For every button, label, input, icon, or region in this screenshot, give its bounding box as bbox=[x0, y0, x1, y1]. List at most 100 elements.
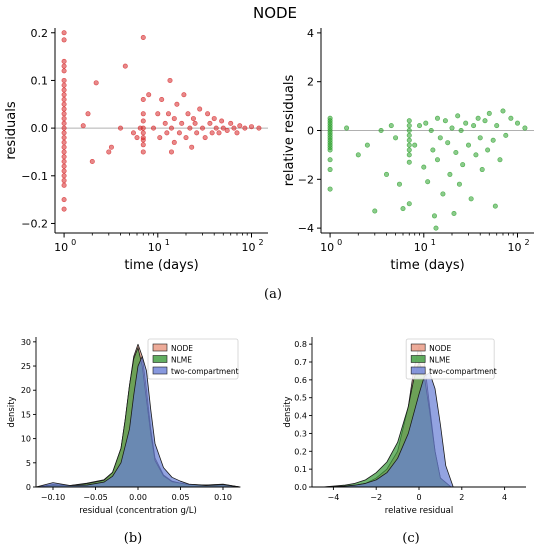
chart-relative-residual-density: 0.0 0.1 0.2 0.3 0.4 0.5 0.6 0.7 0.8 −4 −2 0 2 4 relati… bbox=[283, 337, 526, 516]
data-point bbox=[61, 120, 67, 126]
legend-label: NODE bbox=[429, 344, 451, 353]
data-point bbox=[396, 181, 402, 187]
data-point bbox=[224, 128, 230, 134]
data-point bbox=[130, 130, 136, 136]
data-point bbox=[108, 144, 114, 150]
data-point bbox=[430, 147, 436, 153]
legend-swatch bbox=[152, 343, 168, 352]
data-point bbox=[378, 128, 384, 134]
data-point bbox=[406, 147, 412, 153]
legend-box bbox=[405, 338, 495, 380]
data-point bbox=[151, 125, 157, 131]
data-point bbox=[242, 125, 248, 131]
y-tick-label: 0.0 bbox=[294, 483, 307, 492]
data-point bbox=[219, 118, 225, 124]
data-point bbox=[181, 92, 187, 98]
data-point bbox=[364, 142, 370, 148]
x-tick-label: 10 bbox=[241, 241, 255, 254]
data-point bbox=[500, 108, 506, 114]
y-tick-label: 0.2 bbox=[294, 447, 307, 456]
data-point bbox=[490, 137, 496, 143]
data-point bbox=[416, 123, 422, 129]
data-point bbox=[473, 152, 479, 158]
y-tick-label: 0.2 bbox=[31, 27, 49, 40]
data-point bbox=[423, 120, 429, 126]
data-point bbox=[171, 139, 177, 145]
data-point bbox=[140, 137, 146, 143]
x-tick-exponent: 2 bbox=[258, 238, 263, 247]
data-point bbox=[61, 178, 67, 184]
data-point bbox=[213, 125, 219, 131]
x-tick-label: 0.10 bbox=[214, 493, 232, 502]
data-point bbox=[61, 154, 67, 160]
y-tick-label: 15 bbox=[21, 410, 31, 419]
x-tick-exponent: 0 bbox=[71, 238, 76, 247]
caption-a: (a) bbox=[264, 287, 282, 302]
data-point bbox=[327, 167, 333, 173]
data-point bbox=[475, 115, 481, 121]
data-point bbox=[165, 111, 171, 117]
x-tick-label: 0.05 bbox=[172, 493, 190, 502]
data-point bbox=[140, 130, 146, 136]
y-axis-label: density bbox=[7, 396, 17, 427]
data-point bbox=[140, 118, 146, 124]
y-axis-label: density bbox=[283, 396, 293, 427]
data-point bbox=[421, 164, 427, 170]
data-point bbox=[61, 58, 67, 64]
data-point bbox=[412, 142, 418, 148]
data-point bbox=[207, 120, 213, 126]
data-point bbox=[187, 125, 193, 131]
legend-label: two-compartment bbox=[171, 367, 239, 376]
x-tick-exponent: 1 bbox=[431, 238, 436, 247]
data-point bbox=[442, 118, 448, 124]
x-tick-exponent: 1 bbox=[165, 238, 170, 247]
data-point bbox=[406, 123, 412, 129]
data-point bbox=[146, 92, 152, 98]
legend-label: NLME bbox=[429, 356, 450, 365]
data-point bbox=[503, 132, 509, 138]
data-point bbox=[159, 97, 165, 103]
x-tick-label: 10 bbox=[414, 241, 428, 254]
x-tick-label: 0 bbox=[416, 493, 421, 502]
data-point bbox=[344, 125, 350, 131]
data-point bbox=[428, 128, 434, 134]
legend: NODE NLME two-compartment bbox=[147, 338, 239, 380]
data-point bbox=[327, 186, 333, 192]
data-point bbox=[61, 101, 67, 107]
data-point bbox=[400, 206, 406, 212]
data-point bbox=[164, 130, 170, 136]
data-point bbox=[485, 147, 491, 153]
data-point bbox=[61, 116, 67, 122]
y-tick-label: 20 bbox=[21, 386, 31, 395]
y-tick-label: 0.6 bbox=[294, 376, 307, 385]
data-point bbox=[85, 111, 91, 117]
data-point bbox=[468, 196, 474, 202]
data-point bbox=[122, 63, 128, 69]
data-point bbox=[440, 191, 446, 197]
y-tick-label: 5 bbox=[26, 459, 31, 468]
data-point bbox=[183, 135, 189, 141]
data-point bbox=[155, 111, 161, 117]
caption-c: (c) bbox=[402, 531, 419, 546]
data-point bbox=[176, 130, 182, 136]
data-point bbox=[451, 210, 457, 216]
x-tick-label: 0.00 bbox=[129, 493, 147, 502]
data-point bbox=[447, 171, 453, 177]
x-tick-label: −0.05 bbox=[83, 493, 108, 502]
density-area-two-compartment bbox=[35, 355, 241, 488]
data-point bbox=[437, 135, 443, 141]
data-point bbox=[406, 159, 412, 165]
y-axis-label: relative residuals bbox=[282, 75, 297, 187]
data-point bbox=[406, 142, 412, 148]
data-point bbox=[458, 128, 464, 134]
x-axis-label: relative residual bbox=[385, 506, 453, 516]
data-point bbox=[431, 213, 437, 219]
data-point bbox=[460, 162, 466, 168]
data-point bbox=[449, 125, 455, 131]
data-point bbox=[61, 182, 67, 188]
y-tick-label: 0.7 bbox=[294, 358, 307, 367]
data-point bbox=[256, 125, 262, 131]
y-axis-label: residuals bbox=[4, 101, 19, 160]
data-point bbox=[140, 142, 146, 148]
y-tick-label: 0 bbox=[307, 125, 314, 138]
